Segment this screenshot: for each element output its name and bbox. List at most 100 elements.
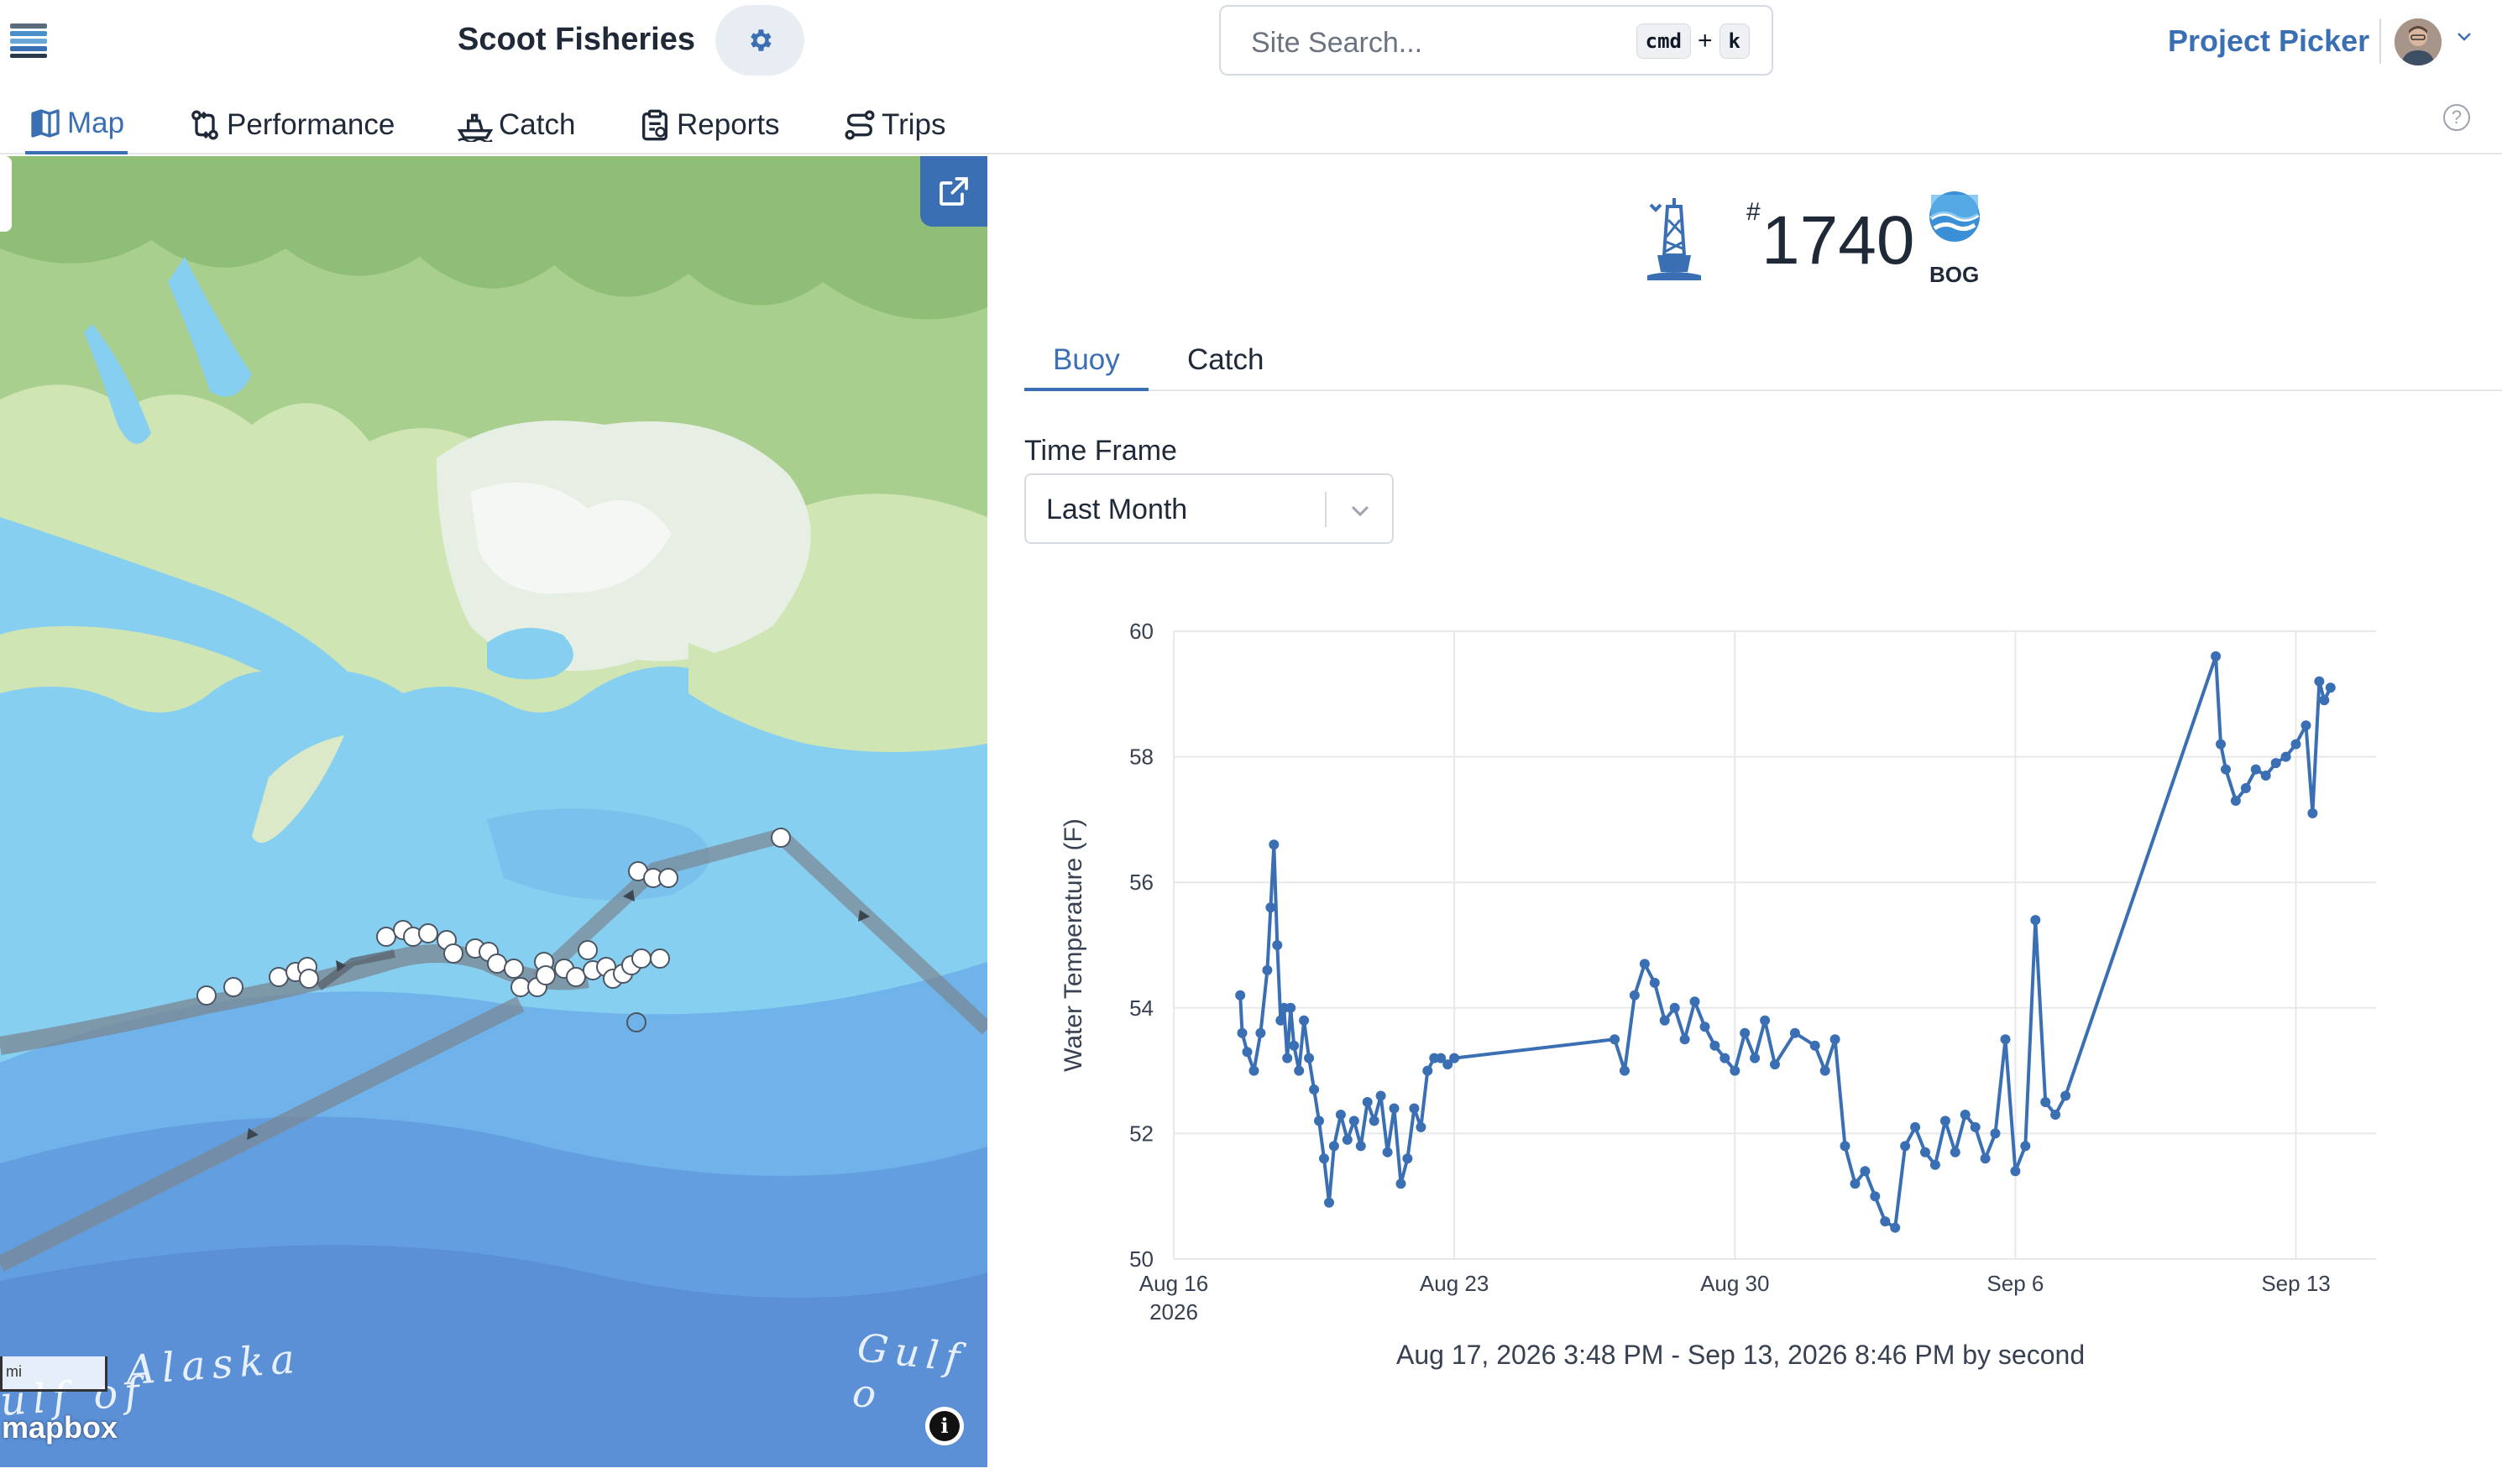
data-point [1248, 1065, 1259, 1076]
data-point [1382, 1147, 1393, 1157]
data-point [1770, 1059, 1780, 1070]
open-map-button[interactable] [920, 156, 987, 227]
data-point [1262, 964, 1273, 975]
chart-range-caption: Aug 17, 2026 3:48 PM - Sep 13, 2026 8:46… [1396, 1340, 2086, 1370]
data-point [2325, 682, 2336, 693]
data-point [1890, 1222, 1901, 1233]
data-point [1285, 1002, 1296, 1013]
project-picker-link[interactable]: Project Picker [2168, 24, 2370, 58]
data-point [1342, 1134, 1353, 1145]
data-point [1629, 990, 1640, 1001]
shortcut-key-cmd: cmd [1636, 24, 1692, 59]
data-point [1362, 1097, 1373, 1107]
tab-catch[interactable]: Catch [453, 96, 578, 154]
data-point [1960, 1110, 1971, 1120]
x-tick-label: Aug 30 [1700, 1271, 1769, 1296]
data-point [1740, 1027, 1751, 1038]
data-point [1328, 1141, 1339, 1152]
y-axis-label: Water Temperature (F) [1060, 818, 1087, 1072]
tab-map[interactable]: Map [25, 96, 128, 154]
mapbox-attribution[interactable]: mapbox [2, 1410, 118, 1445]
data-point [1870, 1191, 1881, 1202]
data-point [1314, 1116, 1324, 1126]
tab-buoy[interactable]: Buoy [1024, 339, 1149, 391]
x-tick-sublabel: 2026 [1149, 1299, 1198, 1325]
chart-svg: 50 52 54 56 58 60 Aug 16 2026 Aug 23 Aug 30 Sep 6 S… [1060, 619, 2376, 1325]
data-point [1402, 1153, 1413, 1164]
user-avatar[interactable] [2395, 18, 2442, 65]
data-point [2060, 1090, 2071, 1101]
data-point [1689, 996, 1700, 1007]
data-point [2250, 764, 2261, 775]
data-point [1355, 1141, 1366, 1152]
data-point [1760, 1015, 1771, 1026]
chevron-down-icon[interactable] [1347, 497, 1374, 528]
info-icon: i [929, 1411, 960, 1441]
header-divider [2379, 18, 2381, 64]
panel-tabs: Buoy Catch [1024, 331, 2502, 391]
data-point [1299, 1015, 1310, 1026]
data-point [1375, 1090, 1386, 1101]
map-info-button[interactable]: i [925, 1407, 964, 1445]
data-point [1669, 1002, 1680, 1013]
app-logo-icon[interactable] [8, 18, 49, 60]
data-point [1840, 1141, 1850, 1152]
tab-reports-label: Reports [677, 108, 780, 141]
help-icon[interactable]: ? [2443, 104, 2470, 131]
time-frame-select[interactable]: Last Month [1024, 473, 1394, 544]
data-point [1970, 1121, 1981, 1132]
map-control-tab[interactable] [0, 156, 12, 232]
map-view[interactable]: Alaska ulf of Gulf o mi mapbox i [0, 156, 987, 1467]
x-tick-label: Sep 13 [2261, 1271, 2330, 1296]
data-point [2010, 1166, 2021, 1177]
data-point [1860, 1166, 1871, 1177]
y-tick-label: 54 [1129, 995, 1154, 1021]
data-point [2040, 1097, 2051, 1107]
data-point [1980, 1153, 1991, 1164]
settings-button[interactable] [715, 5, 804, 76]
site-search-input[interactable]: Site Search... cmd + k [1219, 5, 1773, 76]
buoy-number: 1740 [1761, 202, 1915, 279]
y-tick-label: 52 [1129, 1121, 1154, 1146]
y-tick-label: 58 [1129, 745, 1154, 770]
data-point [1436, 1053, 1447, 1063]
tab-trips[interactable]: Trips [840, 96, 949, 154]
chevron-down-icon[interactable] [2455, 27, 2473, 50]
x-tick-label: Aug 16 [1139, 1271, 1208, 1296]
data-point [2050, 1110, 2061, 1120]
time-frame-label: Time Frame [1024, 435, 1177, 467]
y-tick-label: 60 [1129, 619, 1154, 644]
data-point [1348, 1116, 1359, 1126]
data-point [1990, 1128, 2001, 1139]
tab-panel-catch[interactable]: Catch [1187, 343, 1264, 376]
water-temperature-chart[interactable]: 50 52 54 56 58 60 Aug 16 2026 Aug 23 Aug 30 Sep 6 S… [1033, 588, 2410, 1393]
tab-performance[interactable]: Performance [185, 96, 398, 154]
data-point [2216, 739, 2226, 750]
data-point [1950, 1147, 1960, 1157]
data-point [1389, 1103, 1400, 1114]
data-point [1242, 1047, 1253, 1058]
data-point [2314, 676, 2325, 687]
data-point [1304, 1053, 1315, 1063]
tab-reports[interactable]: Reports [635, 96, 783, 154]
data-point [1679, 1034, 1690, 1045]
data-point [1422, 1065, 1433, 1076]
data-point [2030, 915, 2041, 926]
data-point [2000, 1034, 2011, 1045]
data-point [2260, 771, 2271, 781]
boat-icon [457, 113, 494, 142]
data-point [1319, 1153, 1329, 1164]
data-point [1789, 1027, 1800, 1038]
data-point [1900, 1141, 1911, 1152]
x-tick-label: Sep 6 [1986, 1271, 2044, 1296]
data-point [1442, 1059, 1453, 1070]
data-point [1369, 1116, 1379, 1126]
data-point [1309, 1084, 1320, 1095]
x-tick-label: Aug 23 [1420, 1271, 1489, 1296]
data-point [1819, 1065, 1830, 1076]
search-shortcut: cmd + k [1636, 24, 1750, 59]
data-point [2307, 807, 2318, 818]
buoy-org-label: BOG [1929, 262, 1980, 287]
data-point [1850, 1178, 1861, 1189]
data-point [1235, 990, 1246, 1001]
